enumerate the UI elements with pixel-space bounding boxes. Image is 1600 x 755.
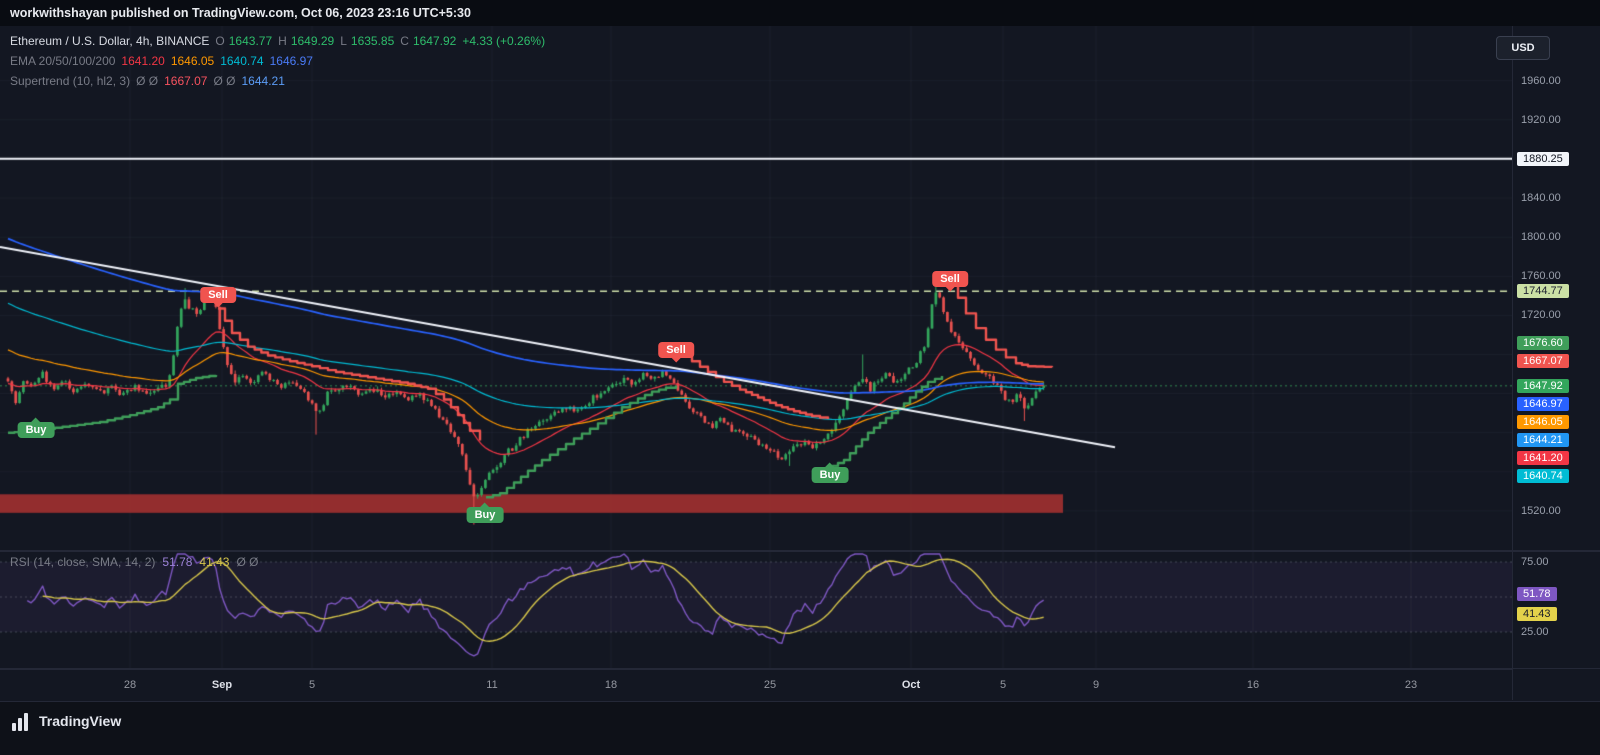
price-badge: 1647.92: [1517, 379, 1569, 393]
price-badge: 1676.60: [1517, 336, 1569, 350]
publisher-bar: workwithshayan published on TradingView.…: [0, 0, 1600, 26]
price-tick: 1840.00: [1521, 192, 1561, 205]
time-tick: 5: [308, 679, 316, 691]
price-badge: 1646.05: [1517, 415, 1569, 429]
rsi-value: 51.78: [162, 555, 193, 569]
axis-pane-divider-bottom: [1513, 668, 1600, 669]
close-label: C: [400, 34, 409, 48]
publisher-text: workwithshayan published on TradingView.…: [10, 6, 471, 20]
rsi-sma-value: 41.43: [199, 555, 230, 569]
low-label: L: [340, 34, 347, 48]
buy-marker: Buy: [17, 422, 55, 438]
ema50-value: 1646.05: [170, 54, 215, 68]
buy-marker: Buy: [811, 467, 849, 483]
tradingview-brand[interactable]: TradingView: [39, 713, 122, 729]
supertrend-upper-value: 1667.07: [164, 74, 208, 88]
footer-bar: TradingView: [0, 701, 1600, 755]
time-axis[interactable]: 28 Sep 5 11 18 25 Oct 5 9 16 23: [0, 669, 1512, 700]
supertrend-lower-value: 1644.21: [241, 74, 285, 88]
open-label: O: [215, 34, 225, 48]
rsi-nulls: Ø Ø: [236, 555, 259, 569]
low-value: 1635.85: [350, 34, 395, 48]
ema20-value: 1641.20: [121, 54, 165, 68]
rsi-tick: 75.00: [1521, 556, 1549, 568]
price-tick: 1760.00: [1521, 270, 1561, 283]
price-tick: 1960.00: [1521, 74, 1561, 87]
supertrend-null-1: Ø Ø: [136, 74, 159, 88]
price-badge: 1644.21: [1517, 433, 1569, 447]
time-tick: 5: [999, 679, 1007, 691]
resistance-price-label: 1744.77: [1517, 284, 1569, 299]
time-tick: 25: [763, 679, 777, 691]
time-tick: 9: [1092, 679, 1100, 691]
price-tick: 1800.00: [1521, 231, 1561, 244]
price-badge: 1641.20: [1517, 451, 1569, 465]
supertrend-label: Supertrend (10, hl2, 3): [10, 74, 131, 88]
price-axis[interactable]: 1960.00 1920.00 1840.00 1800.00 1760.00 1720.…: [1512, 26, 1600, 700]
price-tick: 1720.00: [1521, 309, 1561, 322]
axis-pane-divider: [1513, 550, 1600, 552]
price-badge: 1667.07: [1517, 354, 1569, 368]
pane-divider[interactable]: [0, 550, 1512, 552]
time-tick: 28: [123, 679, 137, 691]
symbol-legend-row[interactable]: Ethereum / U.S. Dollar, 4h, BINANCE O 164…: [10, 31, 545, 51]
high-label: H: [278, 34, 287, 48]
rsi-pane-canvas[interactable]: [0, 552, 1512, 668]
rsi-tick: 25.00: [1521, 626, 1549, 638]
buy-marker: Buy: [466, 507, 504, 523]
time-tick: Oct: [901, 679, 921, 691]
time-tick: Sep: [211, 679, 233, 691]
ema200-value: 1646.97: [269, 54, 313, 68]
sell-marker: Sell: [658, 342, 694, 358]
currency-toggle-button[interactable]: USD: [1496, 36, 1550, 60]
time-tick: 11: [486, 679, 498, 691]
symbol-title: Ethereum / U.S. Dollar, 4h, BINANCE: [10, 34, 210, 48]
rsi-legend-row[interactable]: RSI (14, close, SMA, 14, 2) 51.78 41.43 …: [10, 555, 258, 569]
close-value: 1647.92: [412, 34, 457, 48]
ema-label: EMA 20/50/100/200: [10, 54, 116, 68]
chart-legend: Ethereum / U.S. Dollar, 4h, BINANCE O 164…: [10, 31, 545, 91]
rsi-label: RSI (14, close, SMA, 14, 2): [10, 555, 156, 569]
price-tick: 1920.00: [1521, 113, 1561, 126]
price-pane-canvas[interactable]: [0, 26, 1512, 550]
ema100-value: 1640.74: [220, 54, 264, 68]
hline-price-label: 1880.25: [1517, 151, 1569, 166]
tradingview-logo-icon[interactable]: [12, 713, 31, 731]
open-value: 1643.77: [228, 34, 273, 48]
supertrend-null-2: Ø Ø: [213, 74, 236, 88]
price-badge: 1640.74: [1517, 469, 1569, 483]
rsi-badge: 51.78: [1517, 587, 1557, 601]
change-value: +4.33 (+0.26%): [462, 34, 546, 48]
pane-divider-bottom: [0, 668, 1512, 669]
supertrend-legend-row[interactable]: Supertrend (10, hl2, 3) Ø Ø 1667.07 Ø Ø …: [10, 71, 545, 91]
time-tick: 18: [604, 679, 618, 691]
rsi-badge: 41.43: [1517, 607, 1557, 621]
price-badge: 1646.97: [1517, 397, 1569, 411]
sell-marker: Sell: [932, 271, 968, 287]
high-value: 1649.29: [290, 34, 335, 48]
time-tick: 23: [1404, 679, 1418, 691]
time-tick: 16: [1246, 679, 1260, 691]
price-tick: 1520.00: [1521, 504, 1561, 517]
ema-legend-row[interactable]: EMA 20/50/100/200 1641.20 1646.05 1640.7…: [10, 51, 545, 71]
sell-marker: Sell: [200, 287, 236, 303]
